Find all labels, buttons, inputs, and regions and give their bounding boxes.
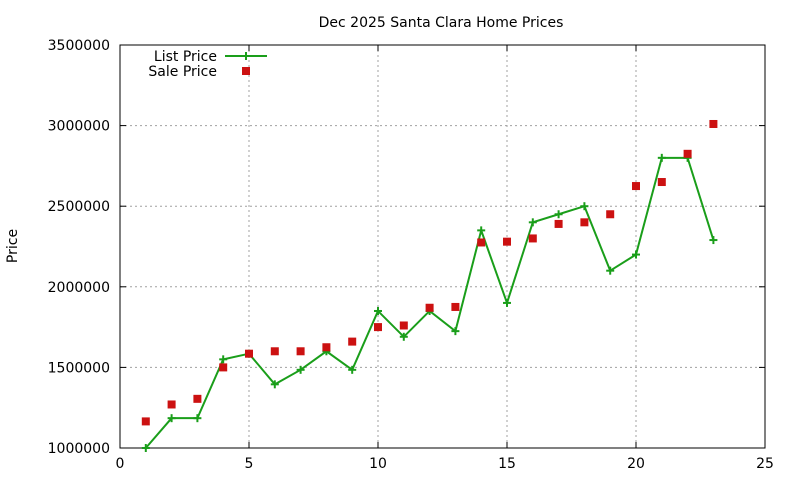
list-price-line bbox=[145, 156, 715, 449]
list-price-point bbox=[580, 202, 589, 211]
sale-price-point bbox=[580, 218, 589, 227]
x-tick-label: 10 bbox=[369, 456, 387, 472]
x-tick-label: 0 bbox=[116, 456, 125, 472]
list-price-point bbox=[477, 226, 486, 235]
y-tick-label: 3000000 bbox=[48, 119, 110, 135]
sale-price-point bbox=[141, 417, 150, 426]
list-price-point bbox=[141, 444, 150, 452]
legend-label: List Price bbox=[154, 49, 217, 65]
x-tick-label: 5 bbox=[245, 456, 254, 472]
sale-price-point bbox=[451, 302, 460, 311]
data-series bbox=[141, 119, 718, 452]
sale-price-point bbox=[425, 303, 434, 312]
sale-price-point bbox=[709, 119, 718, 128]
sale-price-point bbox=[554, 219, 563, 228]
sale-price-point bbox=[193, 394, 202, 403]
list-price-point bbox=[167, 414, 176, 423]
legend-label: Sale Price bbox=[148, 64, 217, 80]
sale-price-point bbox=[374, 323, 382, 332]
y-tick-label: 2500000 bbox=[48, 199, 110, 215]
chart-title: Dec 2025 Santa Clara Home Prices bbox=[319, 15, 564, 31]
list-price-point bbox=[193, 414, 202, 423]
sale-price-point bbox=[683, 149, 692, 158]
list-price-point bbox=[399, 332, 408, 341]
sale-price-point bbox=[296, 347, 305, 356]
sale-price-point bbox=[503, 237, 511, 246]
sale-price-point bbox=[657, 178, 666, 187]
list-price-point bbox=[296, 365, 305, 374]
list-price-point bbox=[451, 327, 460, 336]
list-price-point bbox=[348, 365, 357, 374]
grid-lines bbox=[120, 45, 765, 448]
x-tick-label: 15 bbox=[498, 456, 516, 472]
legend-cross-swatch bbox=[242, 52, 250, 60]
plot-frame bbox=[119, 44, 766, 449]
sale-price-point bbox=[632, 182, 640, 191]
list-price-point bbox=[219, 355, 228, 364]
list-price-point bbox=[374, 306, 382, 315]
list-price-point bbox=[270, 380, 279, 389]
sale-price-point bbox=[606, 210, 615, 219]
list-price-point bbox=[503, 298, 511, 307]
x-tick-label: 20 bbox=[627, 456, 645, 472]
list-price-point bbox=[657, 153, 666, 162]
x-tick-label: 25 bbox=[756, 456, 774, 472]
sale-price-point bbox=[270, 347, 279, 356]
y-tick-label: 3500000 bbox=[48, 38, 110, 54]
list-price-point bbox=[528, 218, 537, 227]
sale-price-point bbox=[477, 238, 486, 247]
sale-price-point bbox=[245, 349, 253, 358]
y-axis-label: Price bbox=[5, 229, 21, 263]
sale-price-point bbox=[528, 234, 537, 243]
list-price-point bbox=[709, 236, 718, 245]
sale-price-point bbox=[322, 343, 331, 352]
list-price-point bbox=[632, 250, 640, 259]
y-tick-label: 1000000 bbox=[48, 441, 110, 457]
list-price-point bbox=[554, 210, 563, 219]
sale-price-point bbox=[167, 400, 176, 409]
list-price-point bbox=[606, 266, 615, 275]
sale-price-point bbox=[399, 321, 408, 330]
y-tick-label: 2000000 bbox=[48, 280, 110, 296]
sale-price-point bbox=[348, 337, 357, 346]
legend-square-swatch bbox=[242, 67, 250, 75]
sale-price-point bbox=[219, 363, 228, 372]
y-tick-label: 1500000 bbox=[48, 360, 110, 376]
axes: 0 5 10 15 20 25 1000000 1500000 2000000 2500000 30… bbox=[48, 38, 774, 472]
